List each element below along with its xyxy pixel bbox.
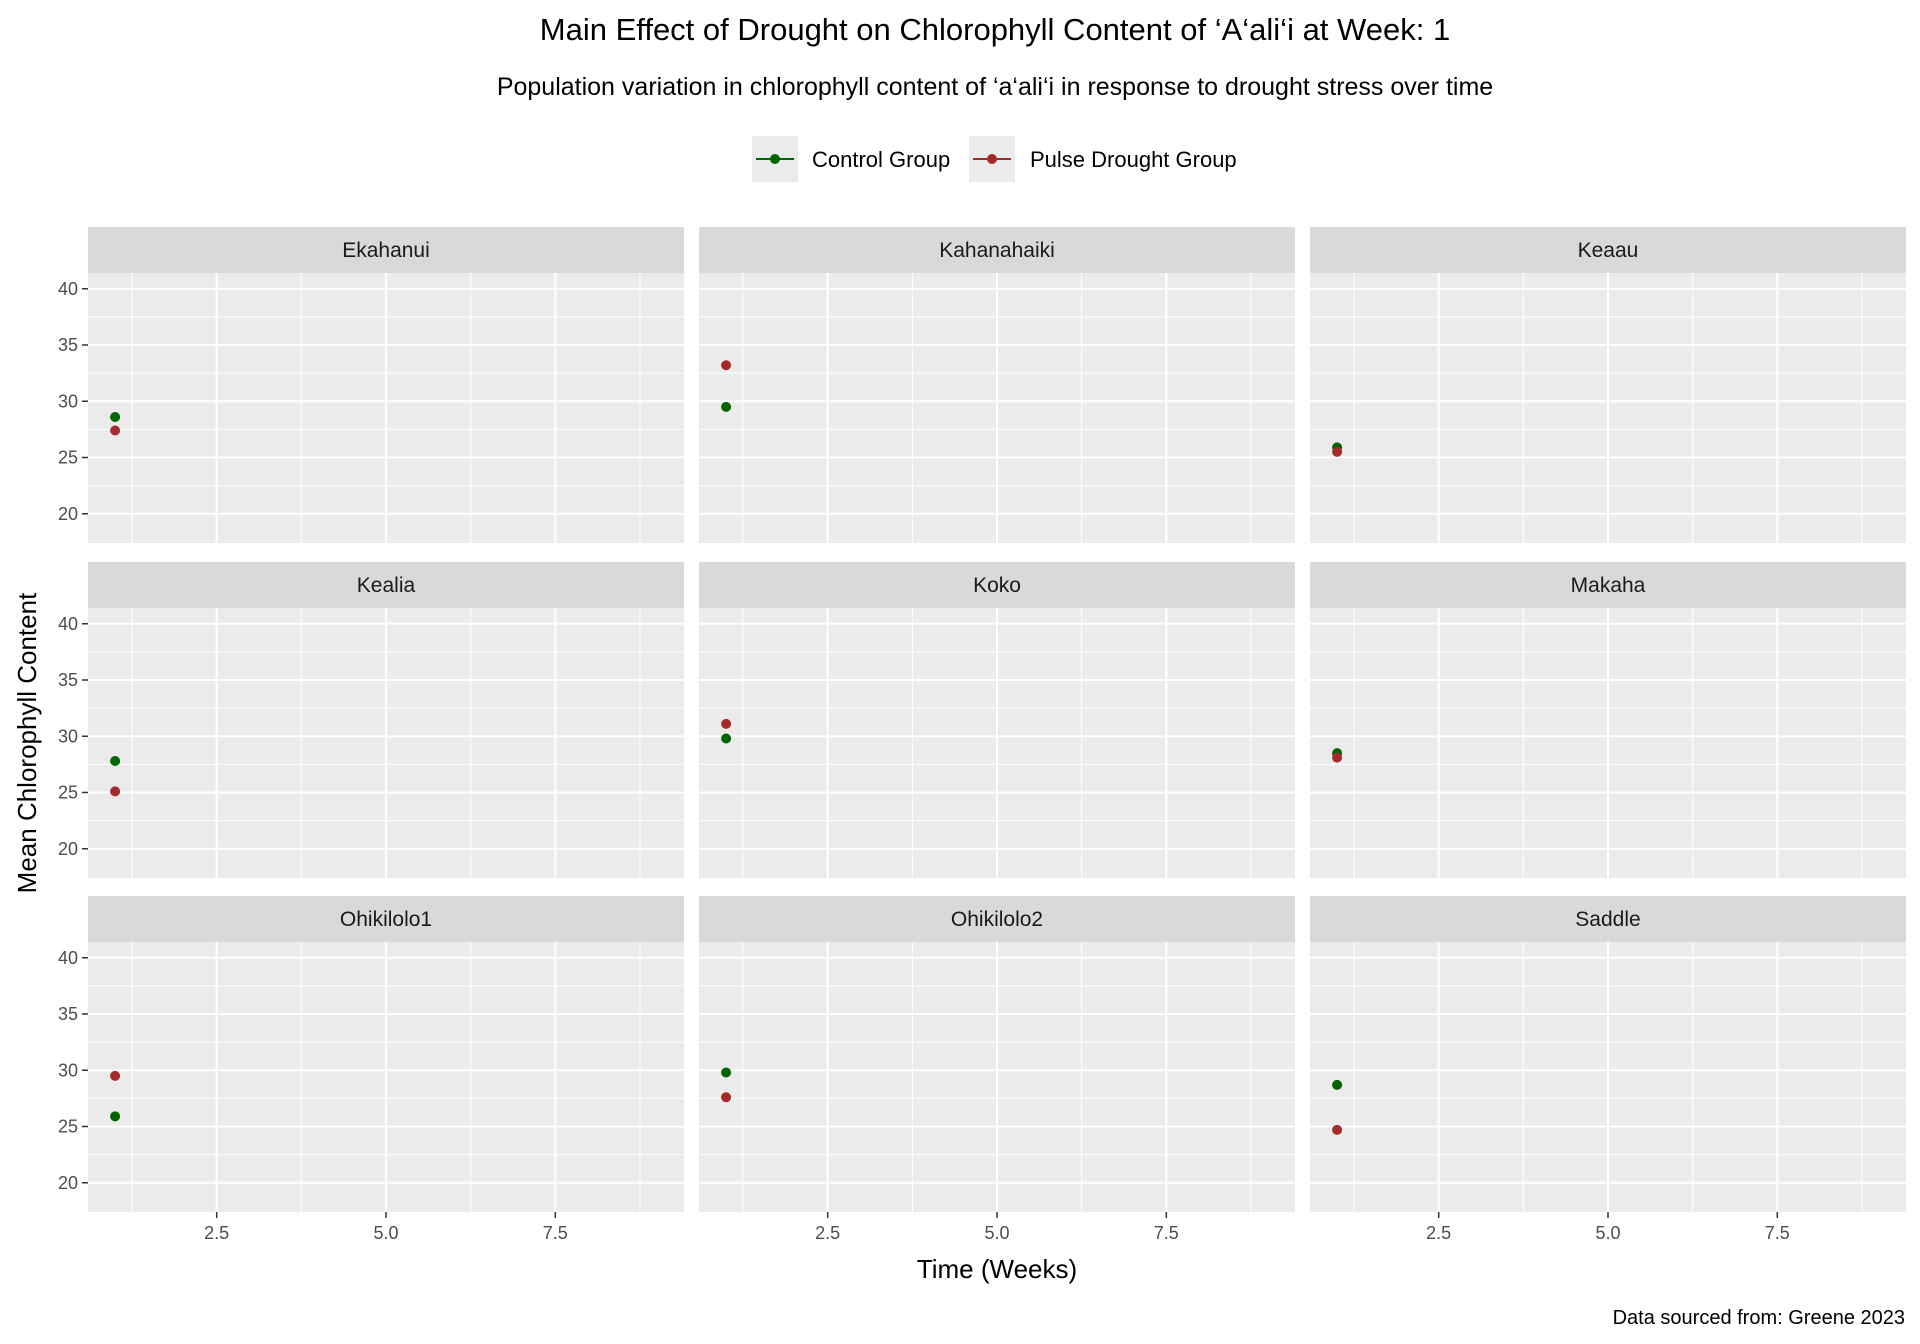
data-point-drought xyxy=(110,1070,121,1081)
x-tick-label: 7.5 xyxy=(1154,1223,1179,1243)
facet-panel: Saddle 2.5 5.0 7.5 xyxy=(1310,896,1906,1243)
y-tick-label: 25 xyxy=(58,783,78,803)
y-tick-label: 30 xyxy=(58,391,78,411)
y-tick-label: 40 xyxy=(58,614,78,634)
data-point-control xyxy=(110,1111,121,1122)
x-tick-label: 2.5 xyxy=(204,1223,229,1243)
y-tick-label: 30 xyxy=(58,1060,78,1080)
data-point-drought xyxy=(110,786,121,797)
x-tick-label: 5.0 xyxy=(984,1223,1009,1243)
legend-key-control-point xyxy=(770,154,780,164)
data-point-drought xyxy=(1332,1124,1343,1135)
facet-grid: Ekahanui 20 25 30 35 40 Kahanahaiki Keaau Kealia… xyxy=(58,227,1906,1243)
facet-strip-label: Kealia xyxy=(357,574,416,597)
x-tick-label: 7.5 xyxy=(543,1223,568,1243)
y-tick-label: 40 xyxy=(58,279,78,299)
facet-strip xyxy=(699,896,1295,942)
facet-panel: Makaha xyxy=(1310,562,1906,878)
facet-panel: Ekahanui 20 25 30 35 40 xyxy=(58,227,684,543)
y-tick-label: 35 xyxy=(58,335,78,355)
facet-strip xyxy=(88,896,684,942)
x-axis-title: Time (Weeks) xyxy=(917,1254,1077,1284)
y-tick-label: 35 xyxy=(58,1004,78,1024)
facet-strip-label: Keaau xyxy=(1578,239,1639,262)
facet-strip xyxy=(1310,896,1906,942)
data-point-control xyxy=(1332,1079,1343,1090)
y-tick-label: 25 xyxy=(58,1117,78,1137)
facet-panel: Ohikilolo1 20 25 30 35 40 2.5 5.0 7.5 xyxy=(58,896,684,1243)
data-point-drought xyxy=(721,360,732,371)
facet-panel: Keaau xyxy=(1310,227,1906,543)
legend-key-drought-point xyxy=(987,154,997,164)
x-tick-label: 2.5 xyxy=(1426,1223,1451,1243)
facet-panel: Kahanahaiki xyxy=(699,227,1295,543)
facet-strip xyxy=(1310,227,1906,273)
data-point-drought xyxy=(721,1092,732,1103)
x-tick-label: 5.0 xyxy=(1595,1223,1620,1243)
data-point-drought xyxy=(1332,446,1343,457)
data-point-control xyxy=(721,733,732,744)
chart-title: Main Effect of Drought on Chlorophyll Co… xyxy=(540,12,1450,47)
legend: Control Group Pulse Drought Group xyxy=(752,136,1237,182)
data-point-drought xyxy=(721,718,732,729)
facet-strip-label: Koko xyxy=(973,574,1021,597)
legend-label-control: Control Group xyxy=(812,147,950,172)
chart-subtitle: Population variation in chlorophyll cont… xyxy=(497,73,1493,101)
facet-panel: Ohikilolo2 2.5 5.0 7.5 xyxy=(699,896,1295,1243)
y-tick-label: 20 xyxy=(58,504,78,524)
facet-strip xyxy=(88,227,684,273)
y-tick-label: 20 xyxy=(58,1173,78,1193)
data-point-control xyxy=(110,756,121,766)
facet-strip xyxy=(88,562,684,608)
y-tick-label: 20 xyxy=(58,839,78,859)
facet-strip xyxy=(699,562,1295,608)
facet-strip xyxy=(699,227,1295,273)
data-point-drought xyxy=(110,425,121,436)
chart-caption: Data sourced from: Greene 2023 xyxy=(1613,1307,1905,1329)
data-point-control xyxy=(721,1067,732,1078)
facet-strip-label: Kahanahaiki xyxy=(939,239,1055,262)
facet-strip-label: Makaha xyxy=(1571,574,1646,597)
facet-strip xyxy=(1310,562,1906,608)
y-tick-label: 25 xyxy=(58,448,78,468)
y-tick-label: 35 xyxy=(58,670,78,690)
legend-label-drought: Pulse Drought Group xyxy=(1030,147,1237,172)
x-tick-label: 7.5 xyxy=(1765,1223,1790,1243)
data-point-control xyxy=(721,401,732,412)
data-point-control xyxy=(110,412,121,422)
facet-strip-label: Ohikilolo2 xyxy=(951,908,1043,931)
y-tick-label: 40 xyxy=(58,948,78,968)
y-axis-title: Mean Chlorophyll Content xyxy=(12,592,42,893)
facet-panel: Koko xyxy=(699,562,1295,878)
facet-strip-label: Ohikilolo1 xyxy=(340,908,432,931)
facet-strip-label: Saddle xyxy=(1575,908,1640,931)
x-tick-label: 5.0 xyxy=(373,1223,398,1243)
facet-strip-label: Ekahanui xyxy=(342,239,430,262)
data-point-drought xyxy=(1332,752,1343,763)
y-tick-label: 30 xyxy=(58,726,78,746)
x-tick-label: 2.5 xyxy=(815,1223,840,1243)
facet-panel: Kealia 20 25 30 35 40 xyxy=(58,562,684,878)
